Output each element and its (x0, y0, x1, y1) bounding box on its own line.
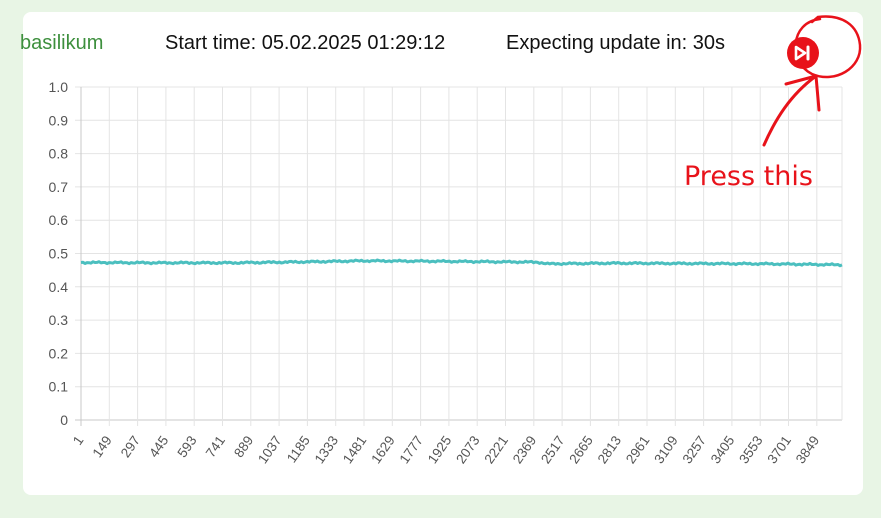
x-tick-label: 593 (174, 433, 199, 460)
y-tick-label: 0.9 (49, 112, 69, 128)
x-tick-label: 1777 (397, 433, 427, 466)
y-axis: 1.0 0.9 0.8 0.7 0.6 0.5 0.4 0.3 0.2 0.1 0 (49, 79, 69, 428)
series-line (80, 258, 843, 268)
y-tick-label: 0.7 (49, 179, 69, 195)
x-tick-label: 3405 (708, 433, 738, 466)
x-tick-label: 2961 (623, 433, 653, 466)
x-tick-label: 445 (146, 433, 171, 460)
annotation-text: Press this (684, 161, 813, 192)
plant-name: basilikum (20, 32, 104, 54)
x-tick-label: 2517 (538, 433, 568, 466)
x-tick-label: 1 (70, 433, 87, 448)
x-tick-label: 297 (118, 433, 143, 460)
y-tick-label: 0.3 (49, 312, 69, 328)
annotation-arrow (762, 74, 821, 147)
x-tick-label: 3257 (680, 433, 710, 466)
y-tick-label: 1.0 (49, 79, 69, 95)
x-tick-label: 2813 (595, 433, 625, 466)
y-tick-label: 0.4 (49, 279, 69, 295)
x-tick-label: 889 (231, 433, 256, 460)
x-tick-label: 2221 (481, 433, 511, 466)
x-tick-label: 149 (90, 433, 115, 460)
x-tick-label: 1925 (425, 433, 455, 466)
skip-update-button[interactable] (787, 37, 819, 69)
annotation-marks (762, 15, 862, 147)
y-tick-label: 0.8 (49, 146, 69, 162)
y-tick-label: 0.1 (49, 379, 69, 395)
x-tick-label: 3849 (793, 433, 823, 466)
start-time: Start time: 05.02.2025 01:29:12 (165, 32, 446, 54)
x-tick-label: 3553 (736, 433, 766, 466)
x-tick-label: 3109 (651, 433, 681, 466)
x-tick-label: 1333 (312, 433, 342, 466)
y-tick-label: 0.5 (49, 246, 69, 262)
x-tick-label: 1481 (340, 433, 370, 466)
x-tick-label: 2073 (453, 433, 483, 466)
x-tick-label: 3701 (764, 433, 794, 466)
x-tick-label: 741 (203, 433, 228, 460)
y-tick-label: 0.2 (49, 345, 69, 361)
chart-grid (75, 86, 843, 426)
chart-series (80, 258, 843, 268)
x-tick-label: 2665 (566, 433, 596, 466)
x-tick-label: 2369 (510, 433, 540, 466)
x-tick-label: 1629 (368, 433, 398, 466)
x-tick-label: 1037 (255, 433, 285, 466)
y-tick-label: 0 (60, 412, 68, 428)
y-tick-label: 0.6 (49, 212, 69, 228)
skip-forward-icon (794, 45, 810, 61)
update-countdown: Expecting update in: 30s (506, 32, 726, 54)
x-tick-label: 1185 (284, 433, 313, 465)
